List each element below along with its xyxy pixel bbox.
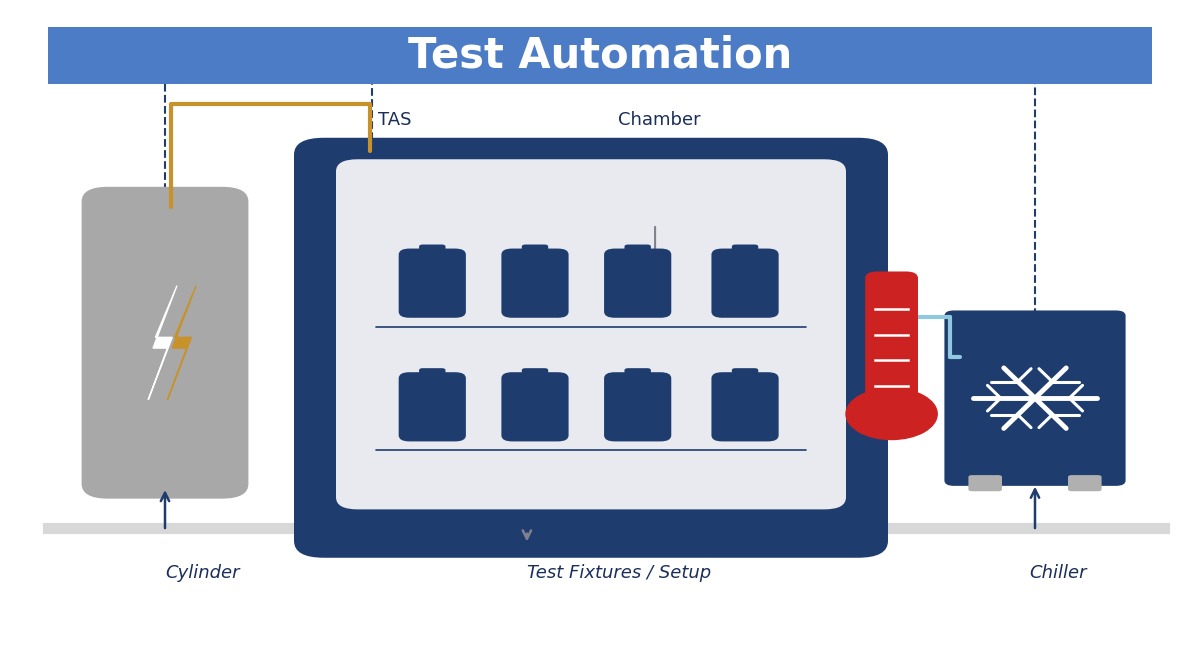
Text: Chamber: Chamber <box>618 111 701 129</box>
FancyBboxPatch shape <box>968 475 1002 491</box>
FancyBboxPatch shape <box>398 372 466 442</box>
Text: Cylinder: Cylinder <box>166 564 240 583</box>
FancyBboxPatch shape <box>604 249 671 318</box>
Polygon shape <box>149 286 178 400</box>
Text: Test Automation: Test Automation <box>408 34 792 76</box>
FancyBboxPatch shape <box>336 159 846 509</box>
FancyBboxPatch shape <box>712 372 779 442</box>
FancyBboxPatch shape <box>865 271 918 413</box>
Circle shape <box>846 388 937 439</box>
FancyBboxPatch shape <box>419 245 445 259</box>
FancyBboxPatch shape <box>624 368 650 382</box>
FancyBboxPatch shape <box>732 245 758 259</box>
FancyBboxPatch shape <box>419 368 445 382</box>
Polygon shape <box>168 286 197 400</box>
FancyBboxPatch shape <box>624 245 650 259</box>
FancyBboxPatch shape <box>398 249 466 318</box>
FancyBboxPatch shape <box>502 372 569 442</box>
FancyBboxPatch shape <box>712 249 779 318</box>
FancyBboxPatch shape <box>604 372 671 442</box>
FancyBboxPatch shape <box>522 245 548 259</box>
FancyBboxPatch shape <box>294 138 888 558</box>
FancyBboxPatch shape <box>522 368 548 382</box>
FancyBboxPatch shape <box>502 249 569 318</box>
FancyBboxPatch shape <box>82 187 248 499</box>
Text: Chiller: Chiller <box>1030 564 1086 583</box>
FancyBboxPatch shape <box>732 368 758 382</box>
FancyBboxPatch shape <box>944 310 1126 486</box>
Text: Test Fixtures / Setup: Test Fixtures / Setup <box>527 564 712 583</box>
Text: TAS: TAS <box>378 111 412 129</box>
FancyBboxPatch shape <box>48 27 1152 84</box>
FancyBboxPatch shape <box>1068 475 1102 491</box>
